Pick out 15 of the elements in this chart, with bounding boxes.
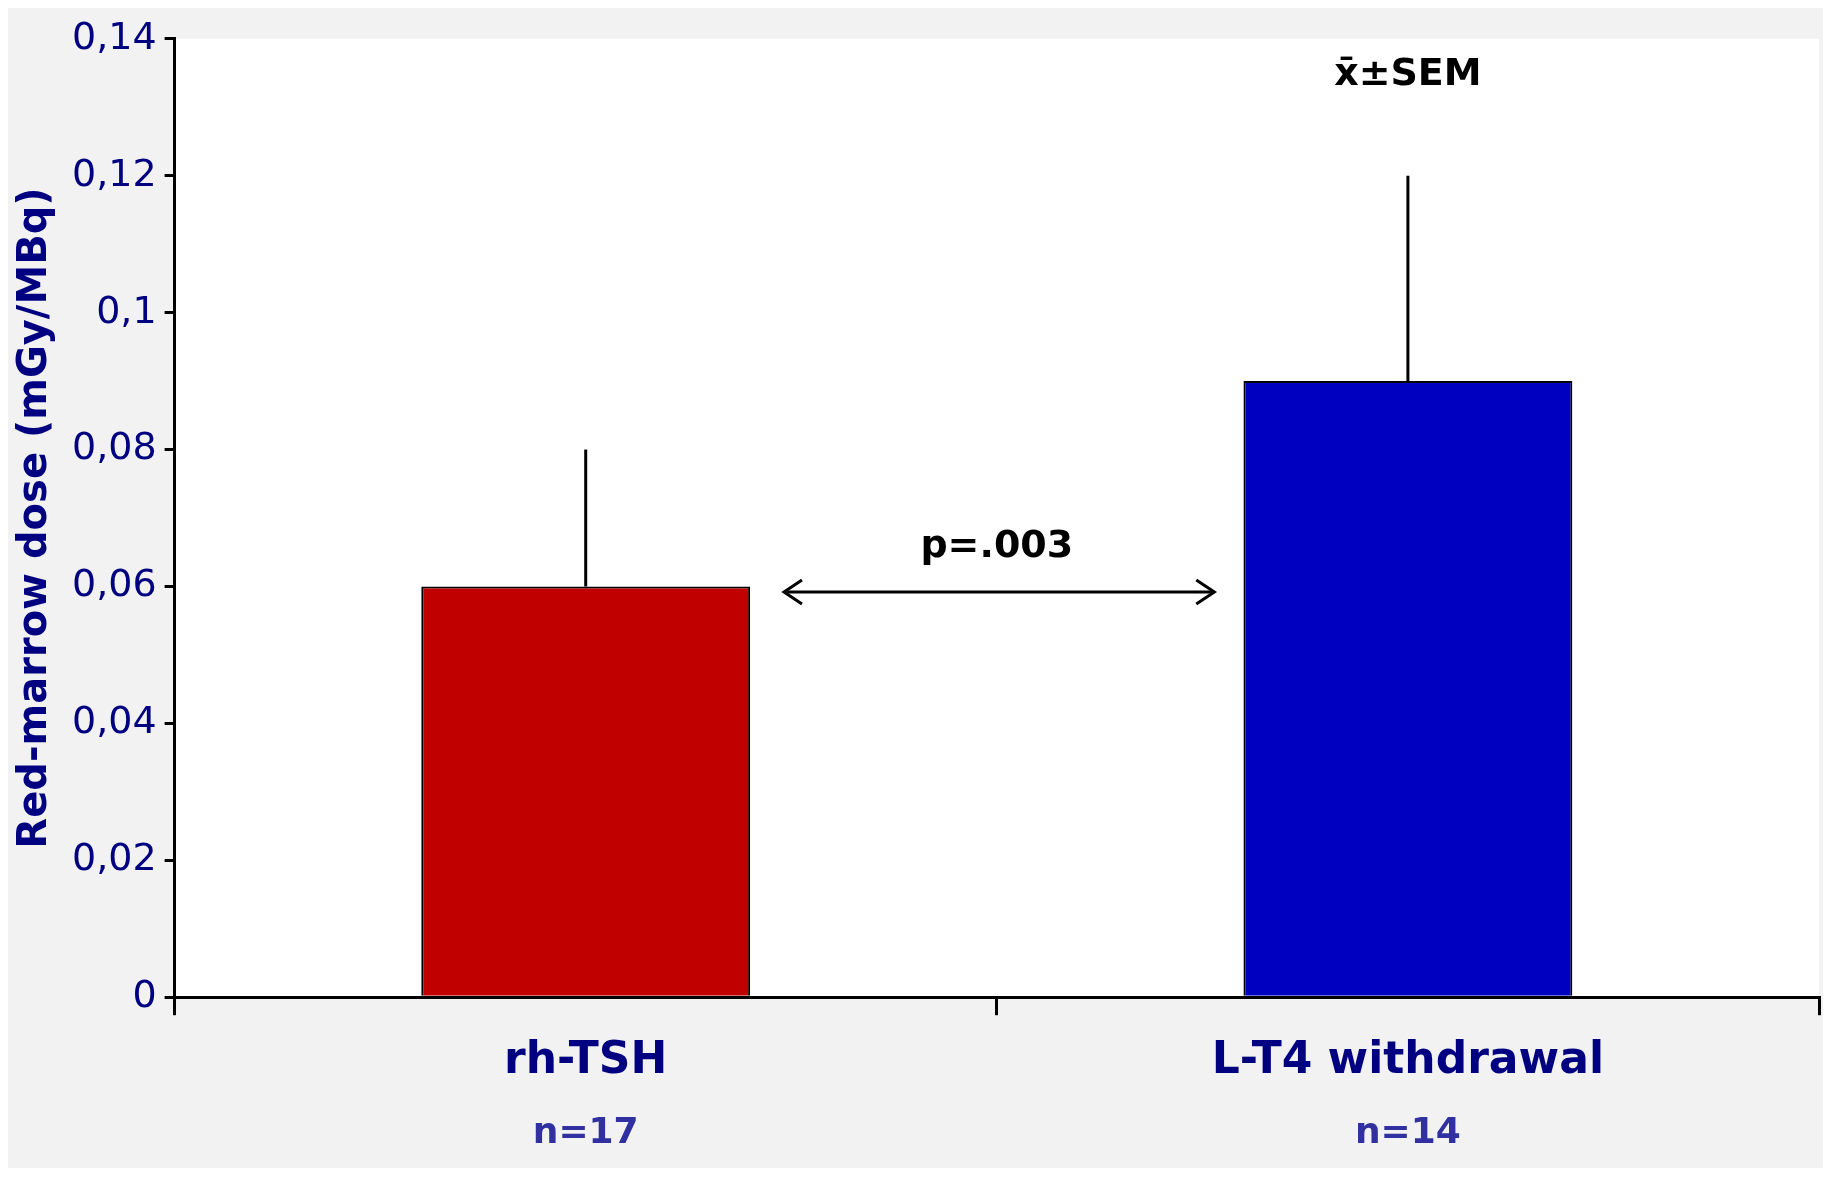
text: n=14 xyxy=(1354,1110,1461,1152)
y-tick-label: 0,12 xyxy=(72,150,157,195)
y-tick-label: 0,1 xyxy=(96,287,157,332)
x-tick-label: L-T4 withdrawal xyxy=(1211,1032,1604,1084)
y-tick-label: 0 xyxy=(132,972,157,1017)
x-tick-label: rh-TSH xyxy=(504,1032,668,1084)
y-tick-label: 0,02 xyxy=(72,835,157,880)
y-tick-label: 0,08 xyxy=(72,424,157,469)
annotation: p=.003 xyxy=(920,522,1074,567)
y-axis-title: Red-marrow dose (mGy/MBq) xyxy=(9,187,56,849)
y-tick-label: 0,06 xyxy=(72,561,157,606)
annotation: x̄±SEM xyxy=(1334,49,1482,94)
y-tick-label: 0,04 xyxy=(72,698,157,743)
y-tick-label: 0,14 xyxy=(72,13,157,58)
text: n=17 xyxy=(532,1110,639,1152)
